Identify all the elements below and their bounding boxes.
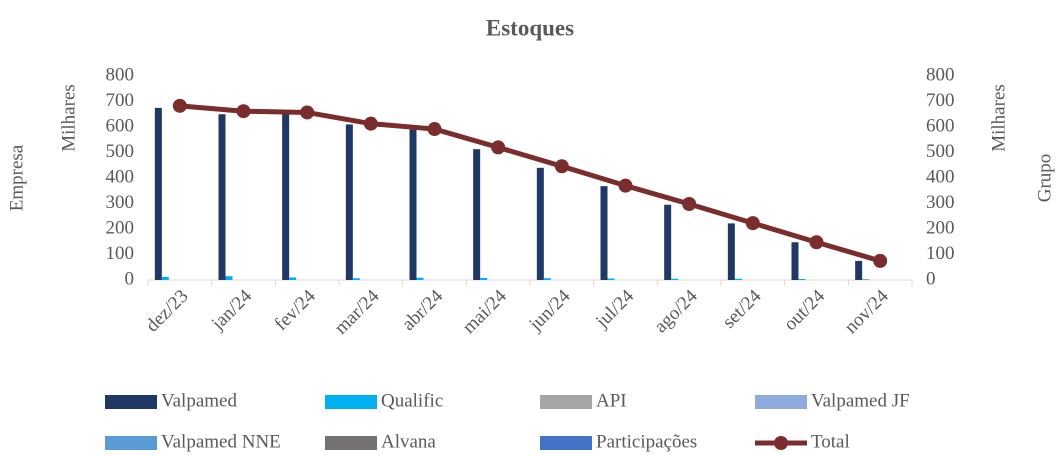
bar: [345, 124, 353, 280]
y-tick-label: 200: [106, 217, 135, 238]
marker: [172, 98, 187, 113]
legend-label: Valpamed: [161, 390, 237, 411]
y-axis-label: Empresa: [6, 144, 27, 211]
y-tick-label: 500: [106, 141, 135, 162]
x-tick-label: jul/24: [591, 285, 638, 332]
x-tick-label: fev/24: [271, 285, 321, 335]
y-tick-label: 100: [106, 243, 135, 264]
legend-swatch: [540, 436, 592, 450]
x-tick-label: dez/23: [142, 286, 193, 337]
y-tick-label: 0: [125, 268, 135, 289]
legend-swatch: [325, 436, 377, 450]
x-tick-label: ago/24: [650, 285, 702, 337]
x-tick-label: out/24: [780, 285, 830, 335]
y2-tick-label: 400: [926, 166, 955, 187]
marker: [809, 235, 824, 250]
bar: [664, 204, 672, 280]
marker: [491, 140, 506, 155]
legend-swatch: [755, 395, 807, 409]
marker: [363, 116, 378, 131]
y2-tick-label: 700: [926, 90, 955, 111]
legend-label: Alvana: [381, 431, 436, 452]
y-tick-label: 600: [106, 115, 135, 136]
x-tick-label: set/24: [719, 285, 766, 332]
bar: [671, 278, 679, 280]
bar: [480, 277, 488, 280]
bar: [154, 107, 162, 280]
y2-tick-label: 300: [926, 192, 955, 213]
chart-title: Estoques: [486, 15, 574, 40]
y2-axis-label: Grupo: [1034, 154, 1055, 203]
bar: [161, 276, 169, 280]
legend-label: Valpamed JF: [811, 390, 910, 411]
bar: [409, 129, 417, 280]
legend-label: Qualific: [381, 390, 443, 411]
bar: [282, 114, 290, 280]
legend-swatch: [540, 395, 592, 409]
x-tick-label: mai/24: [459, 285, 512, 338]
bar: [855, 260, 863, 280]
bar: [734, 278, 742, 280]
y2-tick-label: 200: [926, 217, 955, 238]
marker: [745, 216, 760, 231]
y2-tick-label: 100: [926, 243, 955, 264]
marker: [300, 105, 315, 120]
y-axis-unit: Milhares: [58, 84, 79, 152]
legend-marker: [774, 436, 788, 450]
bar: [862, 279, 870, 280]
legend-label: Total: [811, 431, 850, 452]
legend-swatch: [325, 395, 377, 409]
legend-swatch: [105, 436, 157, 450]
marker: [236, 104, 251, 119]
legend-swatch: [105, 395, 157, 409]
x-tick-label: abr/24: [398, 285, 448, 335]
marker: [682, 197, 697, 212]
bar: [536, 167, 544, 280]
bar: [791, 242, 799, 280]
bar: [600, 186, 608, 280]
y-tick-label: 700: [106, 90, 135, 111]
y2-tick-label: 600: [926, 115, 955, 136]
x-tick-label: nov/24: [841, 285, 894, 338]
bar: [352, 278, 360, 280]
bar: [218, 114, 226, 280]
y-tick-label: 400: [106, 166, 135, 187]
y-tick-label: 800: [106, 64, 135, 85]
marker: [554, 159, 569, 174]
bar: [607, 278, 615, 280]
marker: [427, 122, 442, 137]
line: [179, 103, 881, 264]
bar: [543, 278, 551, 280]
x-tick-label: jun/24: [525, 285, 575, 335]
marker: [618, 178, 633, 193]
y2-tick-label: 800: [926, 64, 955, 85]
x-tick-label: jan/24: [207, 285, 256, 334]
bar: [473, 149, 481, 280]
bar: [727, 223, 735, 280]
legend-label: Participações: [596, 431, 697, 452]
legend-label: Valpamed NNE: [161, 431, 281, 452]
bar: [289, 277, 297, 280]
marker: [873, 253, 888, 268]
bar: [798, 278, 806, 280]
bar: [416, 277, 424, 280]
y-tick-label: 300: [106, 192, 135, 213]
y2-axis-unit: Milhares: [988, 84, 1009, 152]
y2-tick-label: 0: [926, 268, 936, 289]
legend-label: API: [596, 390, 627, 411]
y2-tick-label: 500: [926, 141, 955, 162]
x-tick-label: mar/24: [331, 285, 384, 338]
bar: [225, 276, 233, 280]
